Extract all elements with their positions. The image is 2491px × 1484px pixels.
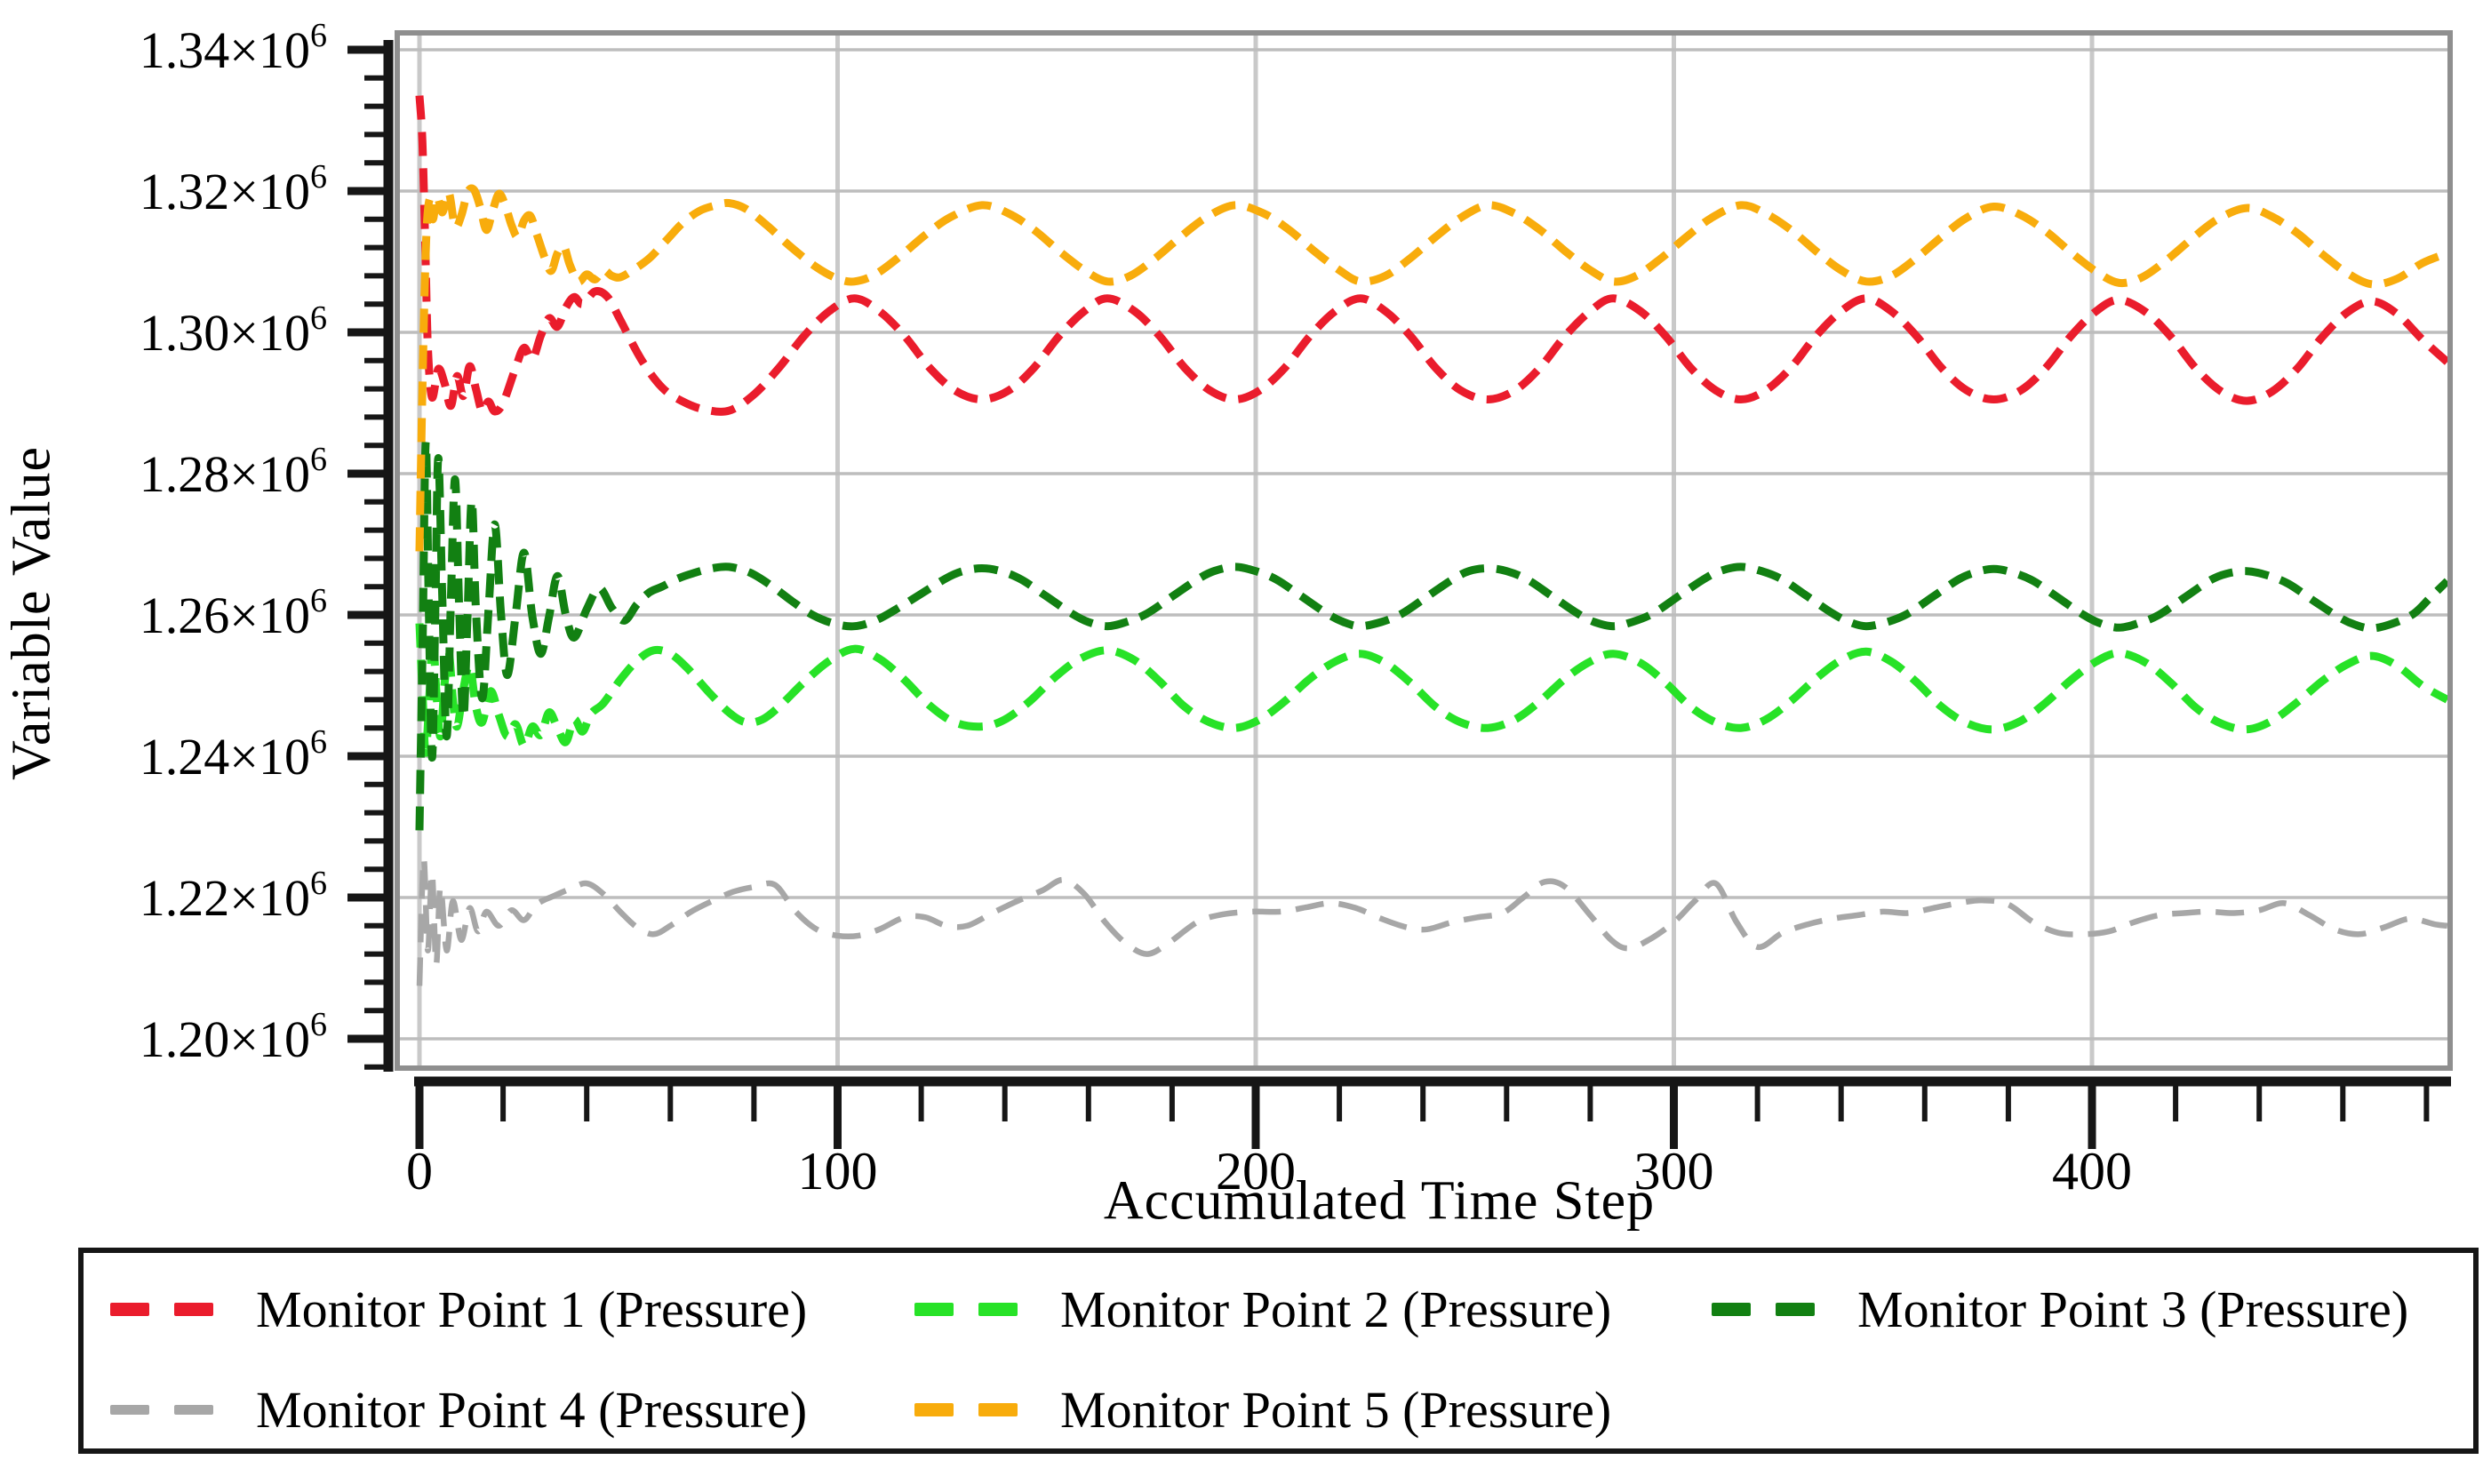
x-tick-label: 0 [406, 1142, 433, 1201]
y-tick-label: 1.28×106 [140, 441, 327, 503]
legend-dash [978, 1402, 1018, 1416]
legend-label: Monitor Point 1 (Pressure) [256, 1280, 808, 1338]
x-tick-label: 100 [798, 1142, 878, 1201]
legend-item-monitor-point-2: Monitor Point 2 (Pressure) [914, 1278, 1611, 1340]
gridlines [397, 33, 2450, 1068]
y-tick-label: 1.34×106 [140, 17, 327, 79]
y-axis-spine [347, 40, 394, 1072]
legend-dash-swatch [914, 1402, 1018, 1416]
legend-label: Monitor Point 3 (Pressure) [1857, 1280, 2409, 1338]
y-axis-title: Variable Value [1, 445, 62, 781]
legend-dash [174, 1302, 213, 1316]
legend-box: Monitor Point 1 (Pressure) Monitor Point … [78, 1248, 2479, 1454]
y-tick-label: 1.22×106 [140, 865, 327, 927]
legend-dash-swatch [1712, 1302, 1815, 1316]
x-tick-label: 400 [2052, 1142, 2132, 1201]
legend-dash [914, 1302, 954, 1316]
legend-item-monitor-point-4: Monitor Point 4 (Pressure) [110, 1378, 807, 1440]
legend-label: Monitor Point 5 (Pressure) [1060, 1380, 1612, 1439]
legend-label: Monitor Point 4 (Pressure) [256, 1380, 808, 1439]
legend-label: Monitor Point 2 (Pressure) [1060, 1280, 1612, 1338]
legend-dash [1776, 1302, 1815, 1316]
y-tick-label: 1.32×106 [140, 158, 327, 220]
y-tick-label: 1.30×106 [140, 299, 327, 362]
y-tick-label: 1.24×106 [140, 723, 327, 786]
legend-dash [174, 1404, 213, 1415]
y-tick-labels: 1.34×106 1.32×106 1.30×106 1.28×106 1.26×106… [140, 17, 327, 1068]
x-axis-spine [414, 1076, 2451, 1149]
legend-item-monitor-point-3: Monitor Point 3 (Pressure) [1712, 1278, 2408, 1340]
series-group [415, 95, 2450, 986]
series-line-monitor-point-4 [416, 856, 2448, 986]
y-tick-label: 1.20×106 [140, 1006, 327, 1068]
legend-dash-swatch [914, 1302, 1018, 1316]
legend-dash-swatch [110, 1402, 213, 1416]
x-tick-label: 300 [1634, 1142, 1714, 1201]
y-tick-label: 1.26×106 [140, 582, 327, 644]
legend-item-monitor-point-5: Monitor Point 5 (Pressure) [914, 1378, 1611, 1440]
legend-dash [978, 1302, 1018, 1316]
legend-dash-swatch [110, 1302, 213, 1316]
series-line-monitor-point-5 [415, 184, 2449, 552]
series-line-monitor-point-2 [415, 623, 2450, 757]
x-axis-title: Accumulated Time Step [1103, 1170, 1656, 1232]
series-line-monitor-point-3 [415, 437, 2450, 831]
x-tick-label: 200 [1216, 1142, 1296, 1201]
legend-dash [914, 1402, 954, 1416]
legend-dash [110, 1302, 149, 1316]
legend-dash [1712, 1302, 1751, 1316]
legend-item-monitor-point-1: Monitor Point 1 (Pressure) [110, 1278, 807, 1340]
legend-dash [110, 1404, 149, 1415]
series-line-monitor-point-1 [415, 95, 2450, 416]
plot-frame [395, 30, 2453, 1071]
x-tick-labels: 0 100 200 300 400 [406, 1142, 2132, 1201]
